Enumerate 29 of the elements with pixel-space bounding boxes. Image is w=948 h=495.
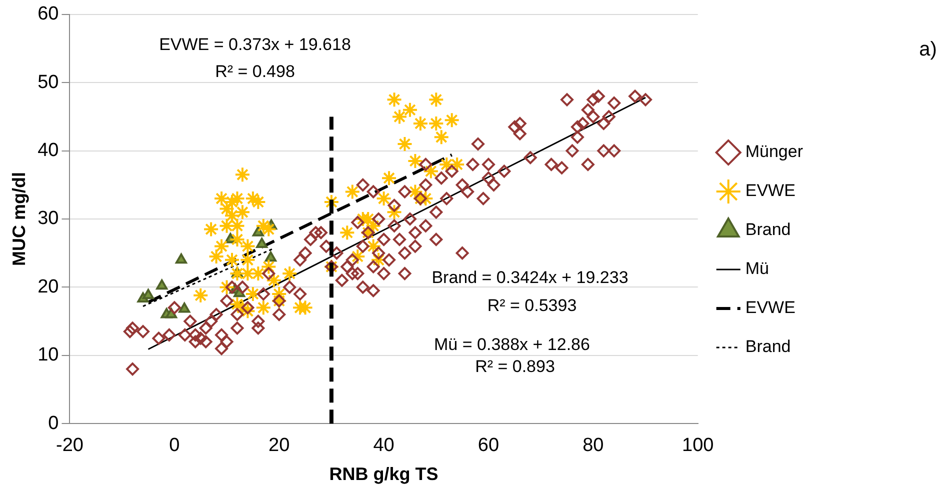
x-tick-label: 40 (373, 435, 394, 456)
annotation: Mü = 0.388x + 12.86 (434, 335, 590, 355)
annotation: R² = 0.893 (475, 357, 555, 377)
x-tick-label: 0 (169, 435, 180, 456)
x-tick-label: 60 (478, 435, 500, 456)
legend-label: Münger (745, 142, 804, 162)
y-tick-label: 60 (38, 4, 59, 25)
x-axis-title: RNB g/kg TS (329, 464, 438, 484)
annotation: EVWE = 0.373x + 19.618 (159, 35, 351, 55)
y-tick-label: 10 (38, 344, 59, 366)
legend-label: Brand (745, 337, 791, 356)
y-tick-label: 20 (38, 276, 59, 298)
y-tick-label: 40 (38, 140, 59, 162)
annotation: Brand = 0.3424x + 19.233 (432, 268, 628, 288)
y-tick-label: 0 (48, 412, 59, 434)
legend-label: Brand (745, 220, 791, 240)
legend-label: Mü (745, 259, 769, 278)
y-tick-label: 50 (38, 72, 59, 93)
text: a) (919, 38, 937, 62)
y-tick-label: 30 (38, 208, 59, 230)
x-tick-label: 80 (582, 435, 604, 456)
y-axis-title: MUC mg/dl (8, 172, 29, 266)
x-tick-label: 100 (682, 435, 714, 456)
legend-label: EVWE (745, 298, 796, 318)
x-tick-label: -20 (56, 435, 84, 456)
annotation: R² = 0.5393 (487, 296, 577, 316)
legend-label: EVWE (745, 181, 796, 200)
x-tick-label: 20 (268, 435, 290, 456)
annotation: R² = 0.498 (215, 62, 295, 82)
